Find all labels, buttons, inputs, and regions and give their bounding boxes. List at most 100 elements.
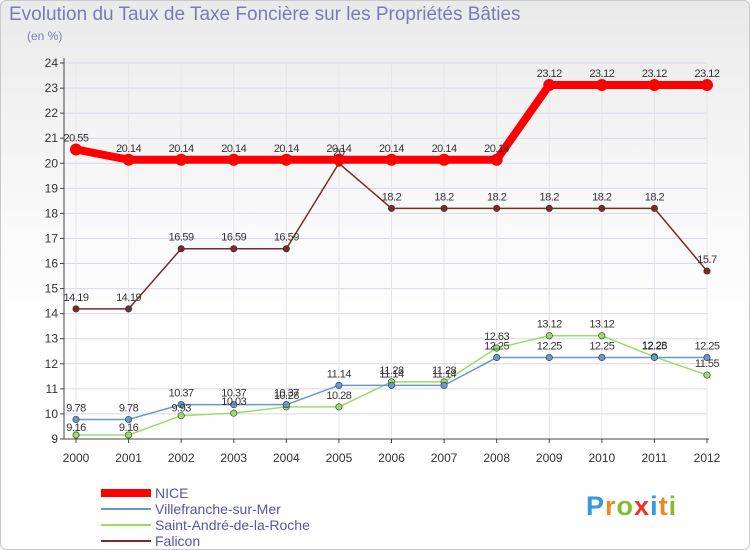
logo-letter: i — [650, 491, 659, 521]
data-label: 12.25 — [484, 341, 509, 353]
x-tick-label: 2008 — [483, 451, 510, 465]
data-label: 20.14 — [379, 143, 404, 155]
data-label: 11.14 — [432, 368, 457, 380]
data-point — [598, 354, 606, 362]
data-label: 18.2 — [434, 191, 454, 203]
data-label: 16.59 — [274, 232, 299, 244]
data-point — [493, 204, 501, 212]
data-label: 14.19 — [116, 292, 141, 304]
data-point — [175, 153, 188, 166]
data-point — [177, 412, 185, 420]
data-label: 16.59 — [221, 232, 246, 244]
data-point — [650, 204, 658, 212]
data-label: 20.14 — [169, 143, 194, 155]
series-labels: 20.55 20.14 20.14 20.14 20.14 20.14 20.14 20.14… — [63, 68, 720, 434]
data-label: 23.12 — [589, 68, 614, 80]
y-tick-label: 12 — [45, 357, 59, 371]
data-label: 18.2 — [592, 191, 612, 203]
data-label: 16.59 — [169, 232, 194, 244]
data-point — [335, 381, 343, 389]
data-point — [545, 204, 553, 212]
y-tick-label: 21 — [45, 131, 59, 145]
data-point — [650, 354, 658, 362]
logo-letter: x — [634, 491, 651, 521]
y-tick-label: 13 — [45, 332, 59, 346]
data-point — [230, 245, 238, 253]
x-tick-label: 2000 — [63, 451, 90, 465]
x-tick-label: 2006 — [378, 451, 405, 465]
data-label: 12.25 — [589, 341, 614, 353]
x-tick-label: 2004 — [273, 451, 300, 465]
legend: NICE Villefranche-sur-Mer Saint-André-de… — [101, 485, 401, 549]
data-point — [70, 143, 82, 156]
logo-letter: P — [586, 491, 606, 521]
data-label: 12.25 — [642, 341, 667, 353]
data-point — [387, 381, 395, 389]
data-label: 18.2 — [540, 191, 560, 203]
y-tick-label: 22 — [45, 106, 59, 120]
data-point — [598, 204, 606, 212]
logo-letter: i — [668, 491, 678, 521]
x-tick-label: 2002 — [168, 451, 195, 465]
data-label: 20.14 — [432, 143, 457, 155]
data-label: 20.14 — [221, 143, 246, 155]
y-tick-label: 19 — [45, 181, 59, 195]
logo-letter: t — [658, 491, 669, 521]
y-tick-label: 23 — [45, 81, 59, 95]
data-label: 11.14 — [327, 368, 352, 380]
data-label: 15.7 — [697, 254, 717, 266]
chart-title: Evolution du Taux de Taxe Foncière sur l… — [9, 4, 521, 25]
data-point — [493, 354, 501, 362]
data-label: 9.16 — [119, 422, 139, 434]
data-point — [598, 332, 606, 340]
data-label: 11.28 — [379, 365, 404, 377]
y-tick-label: 10 — [45, 407, 59, 421]
y-axis-unit-label: (en %) — [27, 29, 63, 43]
data-label: 10.28 — [274, 390, 299, 402]
data-point — [440, 381, 448, 389]
proxiti-logo: Proxiti — [586, 491, 677, 522]
legend-swatch-nice — [101, 489, 151, 497]
data-point — [280, 153, 293, 166]
data-label: 20.55 — [63, 132, 88, 144]
legend-label-nice: NICE — [155, 485, 189, 501]
data-point — [282, 401, 290, 409]
data-point — [701, 79, 713, 92]
data-label: 13.12 — [537, 319, 562, 331]
y-tick-label: 17 — [45, 231, 59, 245]
y-tick-label: 20 — [45, 156, 59, 170]
data-label: 12.25 — [537, 341, 562, 353]
data-point — [385, 153, 398, 166]
data-point — [545, 354, 553, 362]
data-label: 12.25 — [694, 341, 719, 353]
data-label: 23.12 — [694, 68, 719, 80]
data-point — [72, 305, 80, 313]
data-label: 20.14 — [326, 143, 351, 155]
data-label: 9.16 — [66, 422, 86, 434]
data-label: 18.2 — [382, 191, 402, 203]
x-tick-label: 2009 — [536, 451, 563, 465]
data-label: 20.14 — [484, 143, 509, 155]
data-point — [545, 332, 553, 340]
legend-item-nice: NICE — [101, 485, 401, 501]
data-label: 12.28 — [642, 340, 667, 352]
data-label: 10.37 — [274, 388, 299, 400]
data-label: 23.12 — [537, 68, 562, 80]
logo-letter: o — [616, 491, 635, 521]
legend-swatch-falicon — [101, 540, 151, 542]
legend-label-saint-andre: Saint-André-de-la-Roche — [155, 517, 310, 533]
data-label: 10.28 — [326, 390, 351, 402]
data-label: 13.12 — [589, 319, 614, 331]
legend-label-falicon: Falicon — [155, 533, 201, 549]
y-tick-label: 11 — [46, 382, 59, 396]
y-tick-label: 18 — [45, 206, 59, 220]
data-point — [230, 409, 238, 417]
data-label: 11.14 — [379, 368, 404, 380]
data-label: 10.37 — [221, 388, 246, 400]
data-label: 11.55 — [695, 358, 720, 370]
data-label: 11.28 — [432, 365, 457, 377]
y-tick-label: 24 — [45, 56, 59, 70]
data-point — [72, 431, 80, 439]
data-point — [335, 403, 343, 411]
